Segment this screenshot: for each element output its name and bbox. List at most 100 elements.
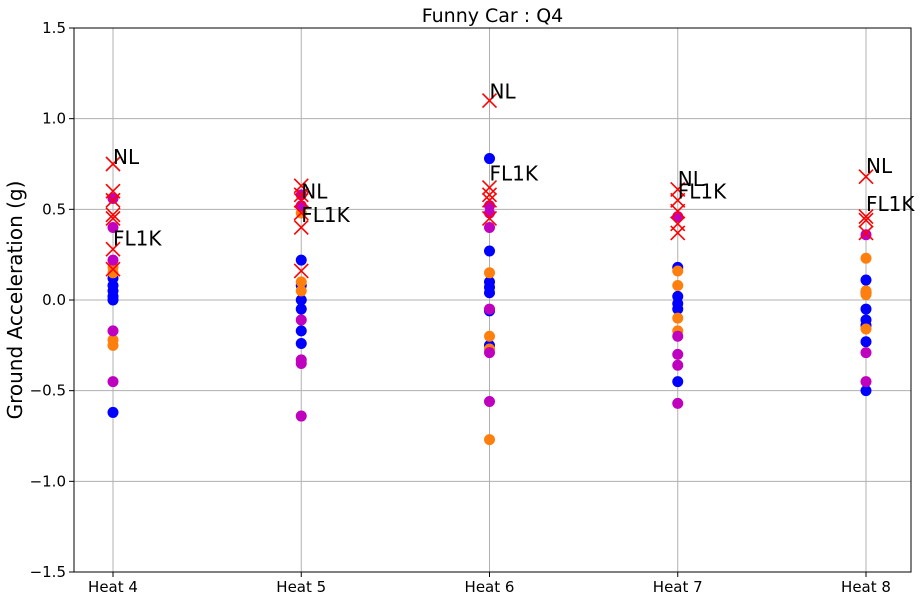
blue-data-point [295,254,307,266]
x-marker-point [670,203,686,219]
magenta-data-point [295,314,307,326]
x-marker-point [293,205,309,221]
x-tick-label: Heat 7 [653,578,703,596]
orange-data-point [484,330,495,342]
x-marker-stroke [858,212,874,228]
blue-data-point [484,153,495,165]
blue-data-point [860,274,872,286]
x-tick-label: Heat 6 [465,578,515,596]
blue-data-point [860,303,872,315]
x-marker-stroke [481,187,498,203]
blue-data-point [107,406,119,418]
blue-data-point [295,303,307,315]
magenta-data-point [107,325,119,337]
x-marker-point [481,187,498,203]
x-tick-label: Heat 4 [88,578,138,596]
magenta-data-point [860,347,872,359]
blue-data-point [484,287,495,299]
magenta-data-point [295,357,307,369]
x-marker-point [293,187,309,203]
x-marker-stroke [293,192,309,208]
x-marker-stroke [293,263,309,279]
x-marker-stroke [481,92,498,109]
orange-data-point [860,289,872,301]
x-marker-point [670,192,686,208]
x-marker-point [105,207,121,223]
magenta-data-point [672,397,684,409]
x-marker-point [105,261,121,277]
orange-data-point [484,434,495,446]
annotation-label: NL [490,80,517,104]
x-tick-label: Heat 8 [841,578,891,596]
x-marker-stroke [105,210,121,226]
x-marker-stroke [858,225,874,241]
x-marker-point [105,192,121,208]
x-marker-point [293,192,309,208]
orange-data-point [107,267,119,279]
orange-data-point [295,285,307,297]
x-marker-point [481,180,498,196]
magenta-data-point [107,376,119,388]
orange-data-point [860,252,872,264]
y-tick-label: 0.5 [42,200,66,218]
blue-data-point [672,376,684,388]
orange-data-point [107,339,119,351]
orange-data-point [295,276,307,288]
x-marker-point [105,241,121,257]
magenta-data-point [860,376,872,388]
magenta-data-point [107,221,119,233]
chart-title: Funny Car : Q4 [422,5,564,27]
x-marker-stroke [105,192,121,208]
y-tick-label: −1.5 [30,563,66,581]
blue-data-point [295,294,307,306]
x-marker-stroke [105,241,121,257]
x-marker-point [670,181,686,197]
x-marker-point [293,263,309,279]
marks-layer [105,92,874,446]
x-marker-point [293,219,309,236]
y-tick-label: 0.0 [42,291,66,309]
blue-data-point [860,385,872,397]
annotation-label: FL1K [113,227,162,251]
x-marker-stroke [105,207,121,223]
magenta-data-point [672,330,684,342]
magenta-data-point [484,207,495,219]
x-axis-ticks: Heat 4 Heat 5 Heat 6 Heat 7 Heat 8 [88,572,891,596]
magenta-data-point [484,303,495,315]
y-tick-label: 1.5 [42,19,66,37]
magenta-data-point [484,396,495,408]
x-marker-stroke [481,192,498,208]
x-tick-label: Heat 5 [276,578,326,596]
annotation-label: NL [866,154,893,178]
orange-data-point [672,265,684,277]
x-marker-stroke [670,225,686,241]
magenta-data-point [295,410,307,422]
magenta-data-point [107,254,119,266]
blue-data-point [860,336,872,348]
blue-data-point [295,338,307,350]
magenta-data-point [860,229,872,241]
x-marker-point [481,92,498,109]
magenta-data-point [672,359,684,371]
magenta-data-point [672,348,684,360]
x-marker-stroke [670,203,686,219]
x-marker-point [670,225,686,241]
annotation-label: NL [113,145,140,169]
x-marker-point [105,156,121,172]
annotation-label: NL [678,167,705,191]
y-axis-label: Ground Acceleration (g) [3,181,27,420]
y-tick-label: 1.0 [42,110,66,128]
x-marker-point [858,169,874,185]
y-tick-label: −1.0 [30,472,66,490]
x-marker-stroke [293,205,309,221]
blue-data-point [107,294,119,306]
blue-data-point [672,303,684,315]
x-marker-stroke [105,261,121,277]
magenta-data-point [107,192,119,204]
x-marker-stroke [858,169,874,185]
blue-data-point [484,245,495,257]
x-marker-stroke [670,192,686,208]
orange-data-point [672,312,684,324]
